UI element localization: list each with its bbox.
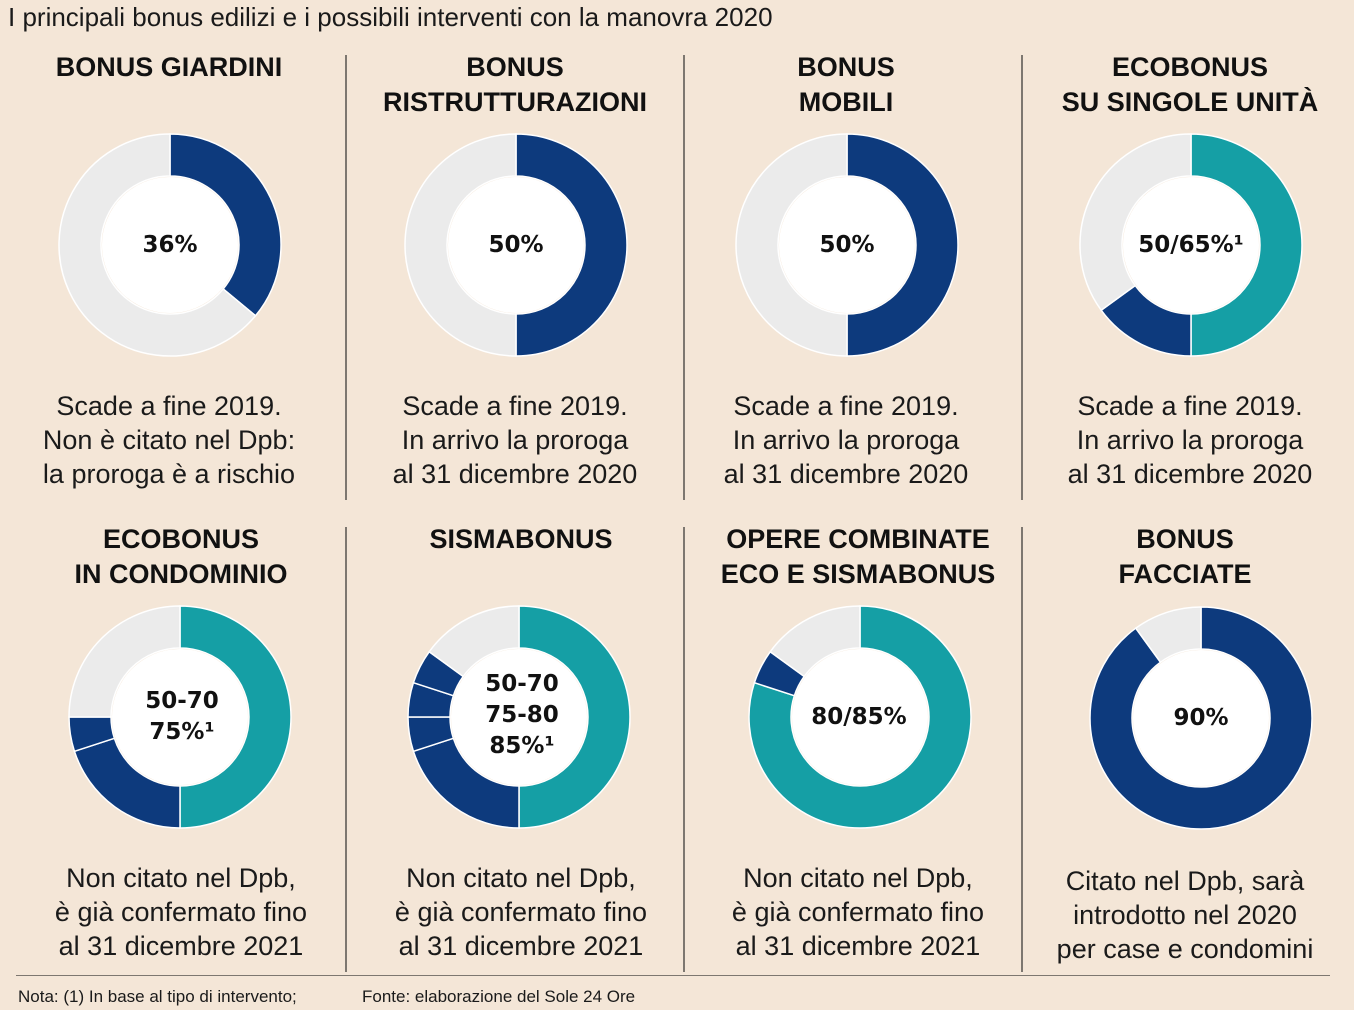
donut-center-label: 36%	[142, 232, 198, 258]
donut-hole	[1133, 650, 1269, 786]
panel-note: Scade a fine 2019. In arrivo la proroga …	[392, 391, 638, 489]
panel-title: BONUS RISTRUTTURAZIONI	[383, 52, 647, 117]
donut-slice-grey	[58, 133, 257, 357]
donut-hole	[112, 649, 248, 785]
column-divider	[345, 55, 347, 500]
donut-slice-grey	[735, 133, 848, 357]
donut-hole	[448, 177, 584, 313]
donut-chart	[404, 133, 628, 357]
donut-center-label: 50/65%¹	[1138, 232, 1244, 258]
donut-slice-teal	[748, 605, 972, 829]
donut-center-label: 50-70 75-80 85%¹	[485, 671, 559, 759]
donut-hole	[779, 177, 915, 313]
donut-slice-teal	[518, 605, 631, 829]
donut-chart	[1089, 606, 1313, 830]
column-divider	[345, 527, 347, 972]
donut-center-label: 90%	[1173, 705, 1229, 731]
panel-note: Scade a fine 2019. In arrivo la proroga …	[1067, 391, 1313, 489]
panel-title: OPERE COMBINATE ECO E SISMABONUS	[720, 524, 996, 589]
donut-hole	[102, 177, 238, 313]
panel-note: Scade a fine 2019. In arrivo la proroga …	[723, 391, 969, 489]
donut-chart	[748, 605, 972, 829]
donut-hole	[1123, 177, 1259, 313]
column-divider	[683, 55, 685, 500]
panel-title: BONUS GIARDINI	[55, 52, 283, 82]
footer-divider	[16, 975, 1330, 976]
panel-note: Citato nel Dpb, sarà introdotto nel 2020…	[1056, 866, 1314, 964]
donut-slice-teal	[179, 605, 292, 829]
footnote: Nota: (1) In base al tipo di intervento;	[18, 987, 297, 1006]
donut-hole	[451, 649, 587, 785]
donut-slice-navy	[169, 133, 282, 317]
donut-center-label: 50%	[819, 232, 875, 258]
donut-center-label: 50-70 75%¹	[145, 688, 219, 745]
donut-center-label: 80/85%	[811, 704, 907, 730]
page-title: I principali bonus edilizi e i possibili…	[8, 2, 773, 32]
donut-slice-navy	[515, 133, 628, 357]
donut-chart	[58, 133, 282, 357]
source-note: Fonte: elaborazione del Sole 24 Ore	[362, 987, 636, 1006]
panel-note: Scade a fine 2019. Non è citato nel Dpb:…	[42, 391, 296, 489]
donut-slice-grey	[404, 133, 517, 357]
donut-chart	[735, 133, 959, 357]
panel-title: SISMABONUS	[429, 524, 613, 554]
donut-slice-navy	[846, 133, 959, 357]
panel-title: ECOBONUS SU SINGOLE UNITÀ	[1061, 52, 1319, 117]
panel-title: BONUS FACCIATE	[1118, 524, 1252, 589]
donut-hole	[792, 649, 928, 785]
donut-slice-grey	[1134, 606, 1202, 664]
panel-note: Non citato nel Dpb, è già confermato fin…	[54, 863, 308, 961]
column-divider	[1021, 527, 1023, 972]
panel-title: ECOBONUS IN CONDOMINIO	[74, 524, 288, 589]
column-divider	[1021, 55, 1023, 500]
donut-chart	[68, 605, 292, 829]
donut-slice-grey	[68, 605, 181, 718]
panel-note: Non citato nel Dpb, è già confermato fin…	[394, 863, 648, 961]
panel-title: BONUS MOBILI	[797, 52, 895, 117]
panel-note: Non citato nel Dpb, è già confermato fin…	[731, 863, 985, 961]
donut-slice-grey	[1079, 133, 1192, 312]
donut-chart	[407, 605, 631, 829]
donut-center-label: 50%	[488, 232, 544, 258]
column-divider	[683, 527, 685, 972]
donut-chart	[1079, 133, 1303, 357]
donut-slice-grey	[769, 605, 861, 678]
donut-slice-teal	[1190, 133, 1303, 357]
donut-slice-navy	[1089, 606, 1313, 830]
donut-slice-grey	[428, 605, 520, 678]
